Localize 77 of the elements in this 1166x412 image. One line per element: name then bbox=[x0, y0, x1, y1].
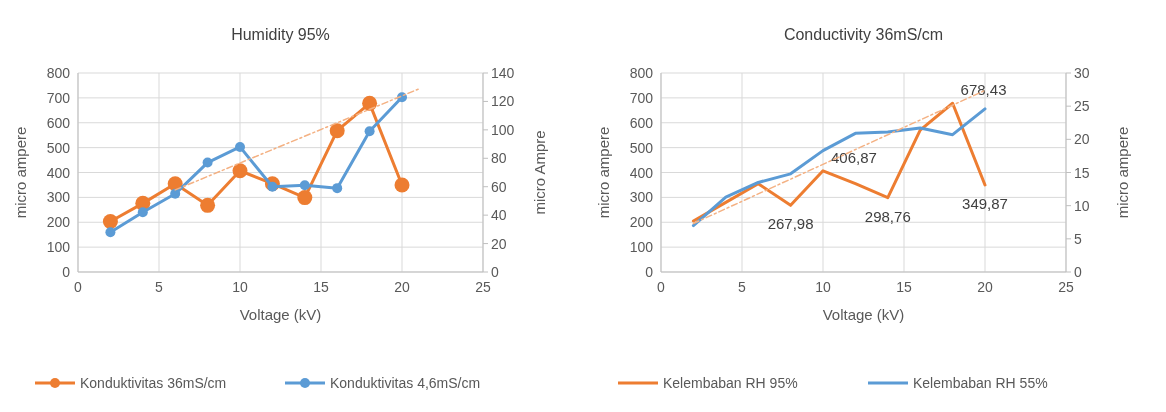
chart-title: Conductivity 36mS/cm bbox=[783, 26, 944, 43]
y-tick-label: 700 bbox=[629, 89, 654, 106]
point bbox=[202, 157, 213, 168]
x-tick-label: 0 bbox=[657, 279, 666, 295]
y-tick-label: 800 bbox=[629, 65, 654, 81]
y-tick-label: 200 bbox=[629, 214, 654, 231]
y2-tick-label: 120 bbox=[491, 93, 515, 110]
point bbox=[364, 126, 375, 137]
point bbox=[170, 188, 181, 199]
y-tick-label: 0 bbox=[62, 264, 71, 280]
data-label: 349,87 bbox=[962, 194, 1008, 212]
point bbox=[394, 177, 410, 193]
data-label: 678,43 bbox=[960, 81, 1007, 99]
legend-label: Kelembaban RH 95% bbox=[663, 375, 798, 391]
y2-tick-label: 15 bbox=[1074, 164, 1090, 181]
point bbox=[235, 141, 245, 152]
y2-tick-label: 40 bbox=[491, 207, 507, 224]
chart-title: Humidity 95% bbox=[231, 26, 330, 43]
x-tick-label: 20 bbox=[977, 279, 993, 295]
point bbox=[297, 190, 313, 206]
y-tick-label: 800 bbox=[46, 65, 71, 81]
x-tick-label: 10 bbox=[815, 279, 831, 295]
x-tick-label: 25 bbox=[475, 279, 491, 295]
y2-tick-label: 0 bbox=[1074, 264, 1082, 280]
y-tick-label: 400 bbox=[629, 164, 654, 181]
y-tick-label: 0 bbox=[645, 264, 654, 280]
y-tick-label: 100 bbox=[46, 239, 71, 256]
y-tick-label: 400 bbox=[46, 164, 71, 181]
y-tick-label: 600 bbox=[629, 114, 654, 131]
x-tick-label: 10 bbox=[232, 279, 248, 295]
legend-label: Kelembaban RH 55% bbox=[913, 375, 1048, 391]
point bbox=[200, 197, 216, 213]
point bbox=[137, 207, 148, 218]
y-tick-label: 500 bbox=[46, 139, 71, 156]
x-tick-label: 5 bbox=[738, 279, 747, 295]
y2-tick-label: 25 bbox=[1074, 98, 1090, 115]
y2-tick-label: 10 bbox=[1074, 197, 1090, 214]
point bbox=[102, 214, 118, 229]
x-tick-label: 25 bbox=[1058, 279, 1074, 295]
point bbox=[232, 163, 248, 179]
x-tick-label: 5 bbox=[155, 279, 164, 295]
y-axis-title: micro ampere bbox=[595, 126, 612, 219]
x-tick-label: 15 bbox=[896, 279, 912, 295]
y2-tick-label: 100 bbox=[491, 121, 515, 138]
legend-label: Konduktivitas 36mS/cm bbox=[80, 375, 227, 391]
x-axis-title: Voltage (kV) bbox=[822, 306, 905, 323]
y2-tick-label: 30 bbox=[1074, 65, 1090, 81]
y2-tick-label: 5 bbox=[1074, 230, 1082, 247]
point bbox=[299, 180, 310, 191]
point bbox=[332, 183, 343, 194]
x-tick-label: 20 bbox=[394, 279, 410, 295]
y2-tick-label: 0 bbox=[491, 264, 499, 280]
x-axis-title: Voltage (kV) bbox=[239, 306, 322, 323]
data-label: 298,76 bbox=[864, 207, 911, 225]
point bbox=[362, 95, 378, 111]
y-tick-label: 500 bbox=[629, 139, 654, 156]
y2-axis-title: micro Ampre bbox=[531, 130, 548, 215]
x-tick-label: 15 bbox=[313, 279, 329, 295]
y-tick-label: 100 bbox=[629, 239, 654, 256]
point bbox=[105, 227, 116, 238]
y2-tick-label: 140 bbox=[491, 65, 515, 81]
data-label: 267,98 bbox=[767, 215, 814, 233]
y-tick-label: 300 bbox=[46, 189, 71, 206]
y2-tick-label: 80 bbox=[491, 150, 507, 167]
data-label: 406,87 bbox=[831, 148, 877, 166]
legend-label: Konduktivitas 4,6mS/cm bbox=[330, 375, 481, 391]
y2-tick-label: 60 bbox=[491, 178, 507, 195]
y-axis-title: micro ampere bbox=[12, 126, 29, 219]
x-tick-label: 0 bbox=[74, 279, 83, 295]
y-tick-label: 300 bbox=[629, 189, 654, 206]
y-tick-label: 200 bbox=[46, 214, 71, 231]
y-tick-label: 700 bbox=[46, 89, 71, 106]
y-tick-label: 600 bbox=[46, 114, 71, 131]
point bbox=[329, 123, 345, 139]
y2-axis-title: micro ampere bbox=[1114, 126, 1131, 219]
y2-tick-label: 20 bbox=[491, 235, 507, 252]
y2-tick-label: 20 bbox=[1074, 131, 1090, 148]
